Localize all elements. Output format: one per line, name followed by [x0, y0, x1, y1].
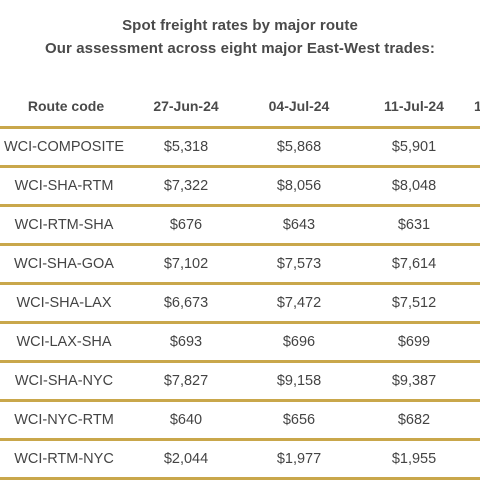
rate-cell-1: $2,044 — [163, 451, 209, 467]
header-date-1: 27-Jun-24 — [153, 98, 219, 114]
route-code-cell: WCI-SHA-RTM — [14, 178, 114, 194]
route-code-cell: WCI-SHA-NYC — [14, 373, 114, 389]
rate-cell-1: $7,102 — [163, 256, 209, 272]
table-row: WCI-RTM-NYC $2,044 $1,977 $1,955 — [0, 441, 480, 480]
rate-cell-3: $5,901 — [391, 139, 437, 155]
rate-cell-3: $1,955 — [391, 451, 437, 467]
route-code-cell: WCI-RTM-SHA — [14, 217, 114, 233]
rate-cell-1: $7,827 — [163, 373, 209, 389]
rate-cell-2: $5,868 — [276, 139, 322, 155]
rate-cell-2: $696 — [282, 334, 316, 350]
rate-cell-1: $6,673 — [163, 295, 209, 311]
rate-cell-3: $7,512 — [391, 295, 437, 311]
table-row: WCI-NYC-RTM $640 $656 $682 — [0, 402, 480, 441]
route-code-cell: WCI-LAX-SHA — [16, 334, 112, 350]
rate-cell-3: $682 — [397, 412, 431, 428]
rate-cell-2: $656 — [282, 412, 316, 428]
table-row: WCI-LAX-SHA $693 $696 $699 — [0, 324, 480, 363]
rate-cell-1: $5,318 — [163, 139, 209, 155]
rate-cell-1: $7,322 — [163, 178, 209, 194]
table-row: WCI-RTM-SHA $676 $643 $631 — [0, 207, 480, 246]
table-row: WCI-SHA-RTM $7,322 $8,056 $8,048 — [0, 168, 480, 207]
table-subtitle: Our assessment across eight major East-W… — [45, 40, 435, 57]
rates-table-body: WCI-COMPOSITE $5,318 $5,868 $5,901 WCI-SHA-R… — [0, 129, 480, 480]
rate-cell-2: $7,573 — [276, 256, 322, 272]
rate-cell-2: $7,472 — [276, 295, 322, 311]
rate-cell-2: $643 — [282, 217, 316, 233]
header-route-code: Route code — [27, 98, 105, 114]
rate-cell-3: $7,614 — [391, 256, 437, 272]
table-row: WCI-SHA-GOA $7,102 $7,573 $7,614 — [0, 246, 480, 285]
table-title: Spot freight rates by major route — [122, 17, 358, 34]
rate-cell-3: $631 — [397, 217, 431, 233]
rate-cell-1: $693 — [169, 334, 203, 350]
header-date-3: 11-Jul-24 — [384, 98, 444, 114]
route-code-cell: WCI-RTM-NYC — [14, 451, 114, 467]
rate-cell-3: $8,048 — [391, 178, 437, 194]
rate-cell-2: $1,977 — [276, 451, 322, 467]
rate-cell-2: $9,158 — [276, 373, 322, 389]
route-code-cell: WCI-SHA-LAX — [16, 295, 112, 311]
route-code-cell: WCI-NYC-RTM — [14, 412, 114, 428]
rate-cell-2: $8,056 — [276, 178, 322, 194]
route-code-cell: WCI-SHA-GOA — [14, 256, 114, 272]
table-row: WCI-SHA-NYC $7,827 $9,158 $9,387 — [0, 363, 480, 402]
rate-cell-1: $640 — [169, 412, 203, 428]
rate-cell-3: $699 — [397, 334, 431, 350]
header-date-4-clipped: 1 — [474, 98, 480, 114]
rate-cell-3: $9,387 — [391, 373, 437, 389]
rate-cell-1: $676 — [169, 217, 203, 233]
route-code-cell: WCI-COMPOSITE — [3, 139, 125, 155]
header-divider — [0, 126, 480, 129]
table-row: WCI-SHA-LAX $6,673 $7,472 $7,512 — [0, 285, 480, 324]
table-row: WCI-COMPOSITE $5,318 $5,868 $5,901 — [0, 129, 480, 168]
header-date-2: 04-Jul-24 — [268, 98, 330, 114]
